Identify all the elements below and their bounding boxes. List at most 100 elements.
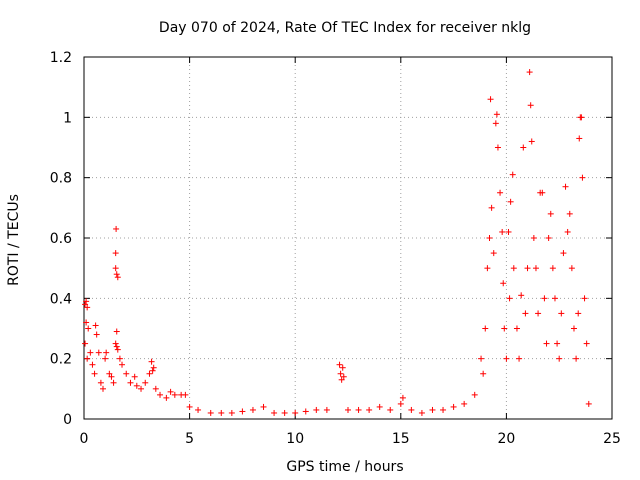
y-tick-label: 1	[63, 110, 72, 126]
data-point	[292, 409, 299, 416]
y-tick-label: 1.2	[50, 50, 72, 66]
data-point	[547, 210, 554, 217]
data-point	[440, 406, 447, 413]
data-point	[149, 367, 156, 374]
data-point	[182, 391, 189, 398]
data-point	[337, 370, 344, 377]
x-tick-label: 20	[497, 431, 515, 447]
data-point	[123, 370, 130, 377]
data-point	[108, 373, 115, 380]
data-point	[551, 295, 558, 302]
data-point	[84, 355, 91, 362]
data-point	[478, 355, 485, 362]
data-point	[366, 406, 373, 413]
data-point	[271, 409, 278, 416]
data-point	[157, 391, 164, 398]
data-point	[397, 400, 404, 407]
data-point	[480, 370, 487, 377]
data-point	[499, 228, 506, 235]
data-point	[119, 361, 126, 368]
data-point	[83, 319, 90, 326]
data-point	[541, 295, 548, 302]
data-point	[127, 379, 134, 386]
data-point	[484, 265, 491, 272]
data-point	[113, 225, 120, 232]
data-point	[336, 361, 343, 368]
data-point	[131, 373, 138, 380]
x-tick-label: 15	[392, 431, 410, 447]
data-point	[148, 358, 155, 365]
data-point	[239, 408, 246, 415]
y-tick-label: 0.6	[50, 231, 72, 247]
data-point	[490, 250, 497, 257]
data-point	[408, 406, 415, 413]
data-point	[338, 376, 345, 383]
data-point	[91, 370, 98, 377]
data-point	[355, 406, 362, 413]
data-point	[492, 120, 499, 127]
data-point	[527, 102, 534, 109]
data-point	[562, 183, 569, 190]
data-point	[429, 406, 436, 413]
data-point	[146, 370, 153, 377]
data-point	[106, 370, 113, 377]
data-point	[323, 406, 330, 413]
data-point	[566, 210, 573, 217]
data-point	[507, 198, 514, 205]
data-point	[186, 403, 193, 410]
data-point	[503, 355, 510, 362]
data-point	[539, 189, 546, 196]
data-point	[573, 355, 580, 362]
data-point	[494, 144, 501, 151]
data-point	[500, 280, 507, 287]
data-point	[570, 325, 577, 332]
data-point	[578, 114, 585, 121]
data-point	[113, 343, 120, 350]
y-tick-label: 0.2	[50, 352, 72, 368]
x-tick-label: 5	[185, 431, 194, 447]
y-tick-label: 0.8	[50, 171, 72, 187]
data-point	[113, 328, 120, 335]
data-point	[524, 265, 531, 272]
data-point	[493, 111, 500, 118]
data-point	[150, 364, 157, 371]
chart-title: Day 070 of 2024, Rate Of TEC Index for r…	[159, 20, 531, 36]
data-point	[518, 292, 525, 299]
data-point	[399, 394, 406, 401]
data-point	[568, 265, 575, 272]
x-tick-label: 10	[286, 431, 304, 447]
data-point	[575, 310, 582, 317]
data-point	[339, 364, 346, 371]
data-point	[85, 325, 92, 332]
grid-lines	[84, 57, 612, 419]
data-point	[82, 340, 89, 347]
data-point	[84, 304, 91, 311]
data-point	[103, 349, 110, 356]
data-point	[167, 388, 174, 395]
data-point	[520, 144, 527, 151]
data-point	[97, 379, 104, 386]
data-point	[576, 135, 583, 142]
data-points	[82, 69, 592, 416]
data-point	[387, 406, 394, 413]
data-point	[100, 385, 107, 392]
data-point	[482, 325, 489, 332]
data-point	[487, 96, 494, 103]
data-point	[313, 406, 320, 413]
data-point	[418, 409, 425, 416]
data-point	[112, 250, 119, 257]
data-point	[526, 69, 533, 76]
data-point	[556, 355, 563, 362]
data-point	[110, 379, 117, 386]
data-point	[543, 340, 550, 347]
data-point	[510, 265, 517, 272]
data-point	[486, 235, 493, 241]
data-point	[112, 265, 119, 272]
data-point	[163, 394, 170, 401]
data-point	[207, 409, 214, 416]
data-point	[528, 138, 535, 145]
data-point	[133, 382, 140, 389]
data-point	[116, 355, 123, 362]
